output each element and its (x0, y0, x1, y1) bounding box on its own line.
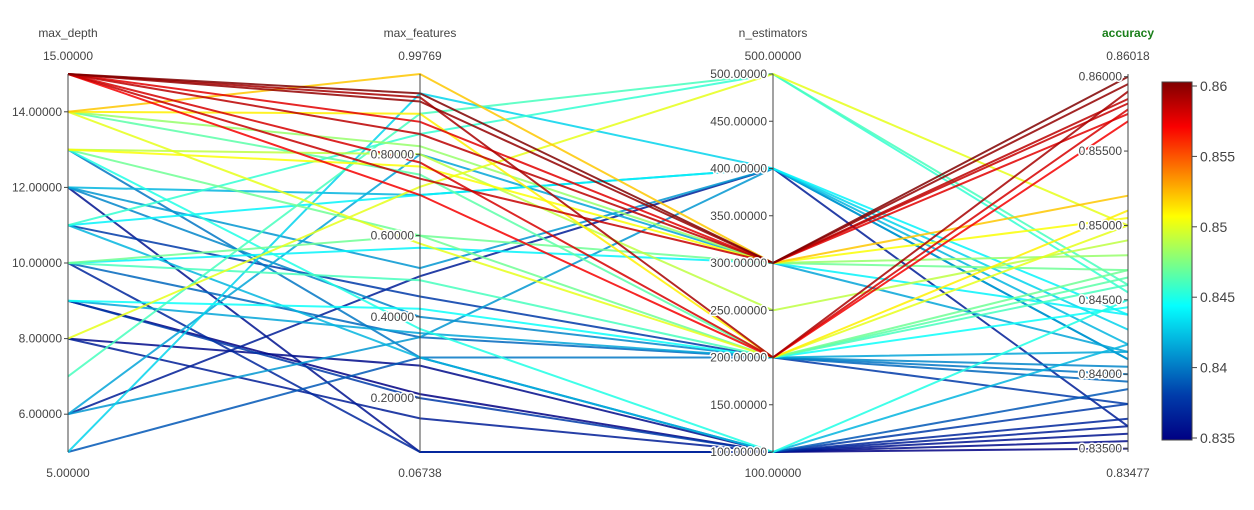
tick-label: 10.00000 (12, 256, 62, 270)
axis-range-max: 0.99769 (398, 49, 442, 63)
tick-label: 0.84500 (1079, 293, 1123, 307)
tick-label: 6.00000 (19, 407, 63, 421)
record-line (67, 262, 1129, 453)
axis-n-estimators[interactable]: n_estimators 500.00000 100.00000 100.00000 1… (709, 26, 808, 480)
record-line (67, 148, 1129, 359)
record-line (67, 73, 1129, 359)
axis-title: max_depth (38, 26, 97, 40)
tick-label: 0.20000 (371, 391, 415, 405)
axis-range-min: 0.06738 (398, 466, 442, 480)
tick-label: 300.00000 (710, 256, 767, 270)
tick-label: 250.00000 (710, 303, 767, 317)
tick-label: 150.00000 (710, 398, 767, 412)
record-line (67, 148, 1129, 454)
record-line (67, 72, 1129, 265)
tick-label: 0.86000 (1079, 70, 1123, 84)
record-line (67, 337, 1129, 454)
tick-label: 14.00000 (12, 105, 62, 119)
colorbar-tick-label: 0.855 (1200, 148, 1235, 164)
record-line (67, 92, 1129, 453)
record-line (67, 148, 1129, 376)
colorbar-tick-label: 0.845 (1200, 289, 1235, 305)
axis-range-min: 5.00000 (46, 466, 90, 480)
tick-label: 0.84000 (1079, 367, 1123, 381)
record-line (67, 73, 1129, 359)
colorbar-gradient (1161, 81, 1193, 441)
record-line (67, 73, 1129, 265)
axis-range-max: 0.86018 (1106, 49, 1150, 63)
axis-max-features[interactable]: max_features 0.99769 0.06738 0.20000 0.40000… (369, 26, 457, 480)
tick-label: 350.00000 (710, 209, 767, 223)
tick-label: 8.00000 (19, 332, 63, 346)
axes-layer: max_depth 15.00000 5.00000 6.00000 8.00000 10… (10, 26, 1155, 480)
tick-label: 0.40000 (371, 310, 415, 324)
colorbar-tick-label: 0.835 (1200, 430, 1235, 446)
record-line (67, 110, 1129, 359)
axis-range-max: 500.00000 (745, 49, 802, 63)
record-line (67, 224, 1129, 454)
record-line (67, 148, 1129, 312)
record-line (67, 153, 1129, 416)
tick-label: 12.00000 (12, 180, 62, 194)
tick-label: 200.00000 (710, 351, 767, 365)
record-line (67, 73, 1129, 359)
axis-range-min: 100.00000 (745, 466, 802, 480)
record-line (67, 73, 1129, 265)
axis-range-min: 0.83477 (1106, 466, 1150, 480)
tick-label: 450.00000 (710, 114, 767, 128)
axis-title: accuracy (1102, 26, 1154, 40)
record-line (67, 73, 1129, 265)
record-line (67, 262, 1129, 383)
record-line (67, 73, 1129, 265)
record-line (67, 299, 1129, 359)
record-line (67, 72, 1129, 378)
record-line (67, 186, 1129, 368)
tick-label: 0.83500 (1079, 442, 1123, 456)
record-line (67, 110, 1129, 359)
record-line (67, 110, 1129, 359)
axis-title: n_estimators (739, 26, 808, 40)
axis-accuracy[interactable]: accuracy 0.86018 0.83477 0.83500 0.84000 0.84… (1077, 26, 1155, 480)
record-line (67, 167, 1129, 428)
record-line (67, 110, 1129, 265)
tick-label: 400.00000 (710, 162, 767, 176)
record-line (67, 224, 1129, 405)
axis-title: max_features (384, 26, 457, 40)
record-line (67, 337, 1129, 454)
tick-label: 0.85500 (1079, 144, 1123, 158)
record-line (67, 73, 1129, 265)
record-line (67, 262, 1129, 359)
colorbar-tick-label: 0.85 (1200, 219, 1227, 235)
colorbar-tick-label: 0.86 (1200, 78, 1227, 94)
tick-label: 0.60000 (371, 229, 415, 243)
tick-label: 500.00000 (710, 67, 767, 81)
colorbar: 0.835 0.84 0.845 0.85 0.855 0.86 (1161, 78, 1235, 446)
record-line (67, 167, 1129, 416)
record-line (67, 299, 1129, 454)
polyline-layer (67, 72, 1129, 454)
record-line (67, 72, 1129, 340)
record-line (67, 299, 1129, 359)
tick-label: 0.85000 (1079, 218, 1123, 232)
record-line (67, 234, 1129, 272)
tick-label: 0.80000 (371, 147, 415, 161)
record-line (67, 299, 1129, 454)
tick-label: 100.00000 (710, 445, 767, 459)
record-line (67, 246, 1129, 316)
axis-max-depth[interactable]: max_depth 15.00000 5.00000 6.00000 8.00000 10… (10, 26, 98, 480)
axis-range-max: 15.00000 (43, 49, 93, 63)
colorbar-tick-label: 0.84 (1200, 360, 1227, 376)
